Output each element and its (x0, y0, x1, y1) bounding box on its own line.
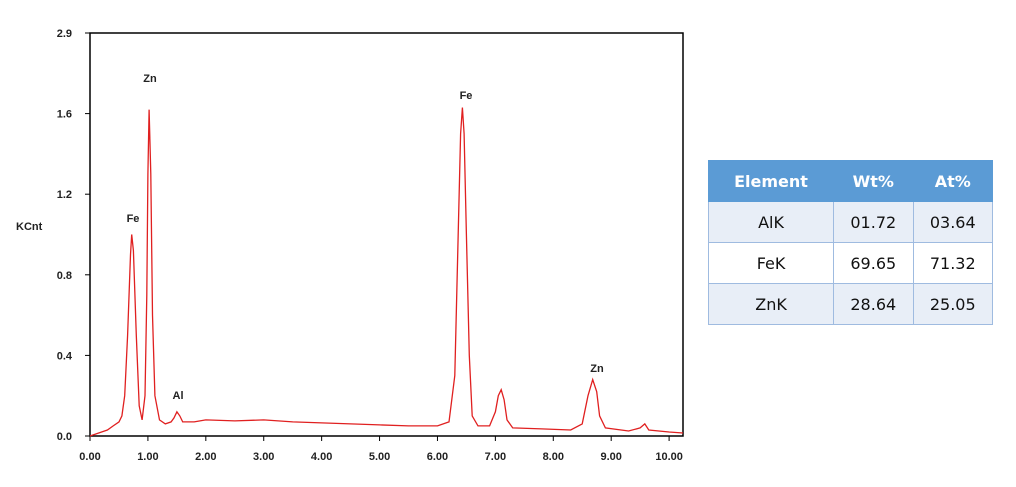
x-tick-label: 8.00 (543, 451, 564, 463)
table-cell: 25.05 (912, 283, 994, 325)
x-tick-label: 0.00 (79, 451, 100, 463)
table-cell: 71.32 (912, 242, 994, 284)
table-cell: 01.72 (833, 201, 914, 243)
y-tick-label: 0.8 (57, 270, 72, 282)
y-axis-label: KCnt (16, 221, 43, 233)
spectrum-line (89, 107, 684, 437)
x-tick-label: 1.00 (137, 451, 158, 463)
y-tick-label: 0.0 (57, 431, 72, 443)
peak-label: Fe (127, 213, 140, 225)
header-cell: Element (707, 160, 835, 202)
plot-frame (89, 32, 684, 437)
chart: KCnt 0.0 0.4 0.8 1.2 1.6 2.9 0.00 1.00 2.00 3.00 4… (16, 28, 684, 463)
table-row: ZnK 28.64 25.05 (707, 283, 994, 325)
peak-label: Zn (590, 363, 604, 375)
x-tick-label: 5.00 (369, 451, 390, 463)
table-cell: AlK (707, 201, 835, 243)
x-tick-label: 7.00 (485, 451, 506, 463)
table-cell: ZnK (707, 283, 835, 325)
peak-label: Zn (143, 73, 157, 85)
table-header: Element Wt% At% (707, 160, 994, 202)
x-tick-label: 10.00 (655, 451, 683, 463)
table-cell: 03.64 (912, 201, 994, 243)
result-table: Element Wt% At% AlK 01.72 03.64 FeK 69.65 71.32 Z… (707, 160, 994, 325)
table-cell: 28.64 (833, 283, 914, 325)
peak-label: Fe (460, 90, 473, 102)
table-cell: 69.65 (833, 242, 914, 284)
header-cell: Wt% (833, 160, 914, 202)
y-tick-label: 1.2 (57, 189, 72, 201)
x-tick-label: 3.00 (253, 451, 274, 463)
x-tick-label: 6.00 (427, 451, 448, 463)
peak-label: Al (173, 390, 184, 402)
y-tick-label: 2.9 (57, 28, 72, 40)
x-tick-label: 2.00 (195, 451, 216, 463)
table-row: AlK 01.72 03.64 (707, 201, 994, 243)
table-cell: FeK (707, 242, 835, 284)
y-tick-label: 1.6 (57, 109, 72, 121)
x-tick-label: 4.00 (311, 451, 332, 463)
y-tick-label: 0.4 (57, 350, 73, 362)
x-tick-label: 9.00 (600, 451, 621, 463)
table-row: FeK 69.65 71.32 (707, 242, 994, 284)
header-cell: At% (912, 160, 994, 202)
